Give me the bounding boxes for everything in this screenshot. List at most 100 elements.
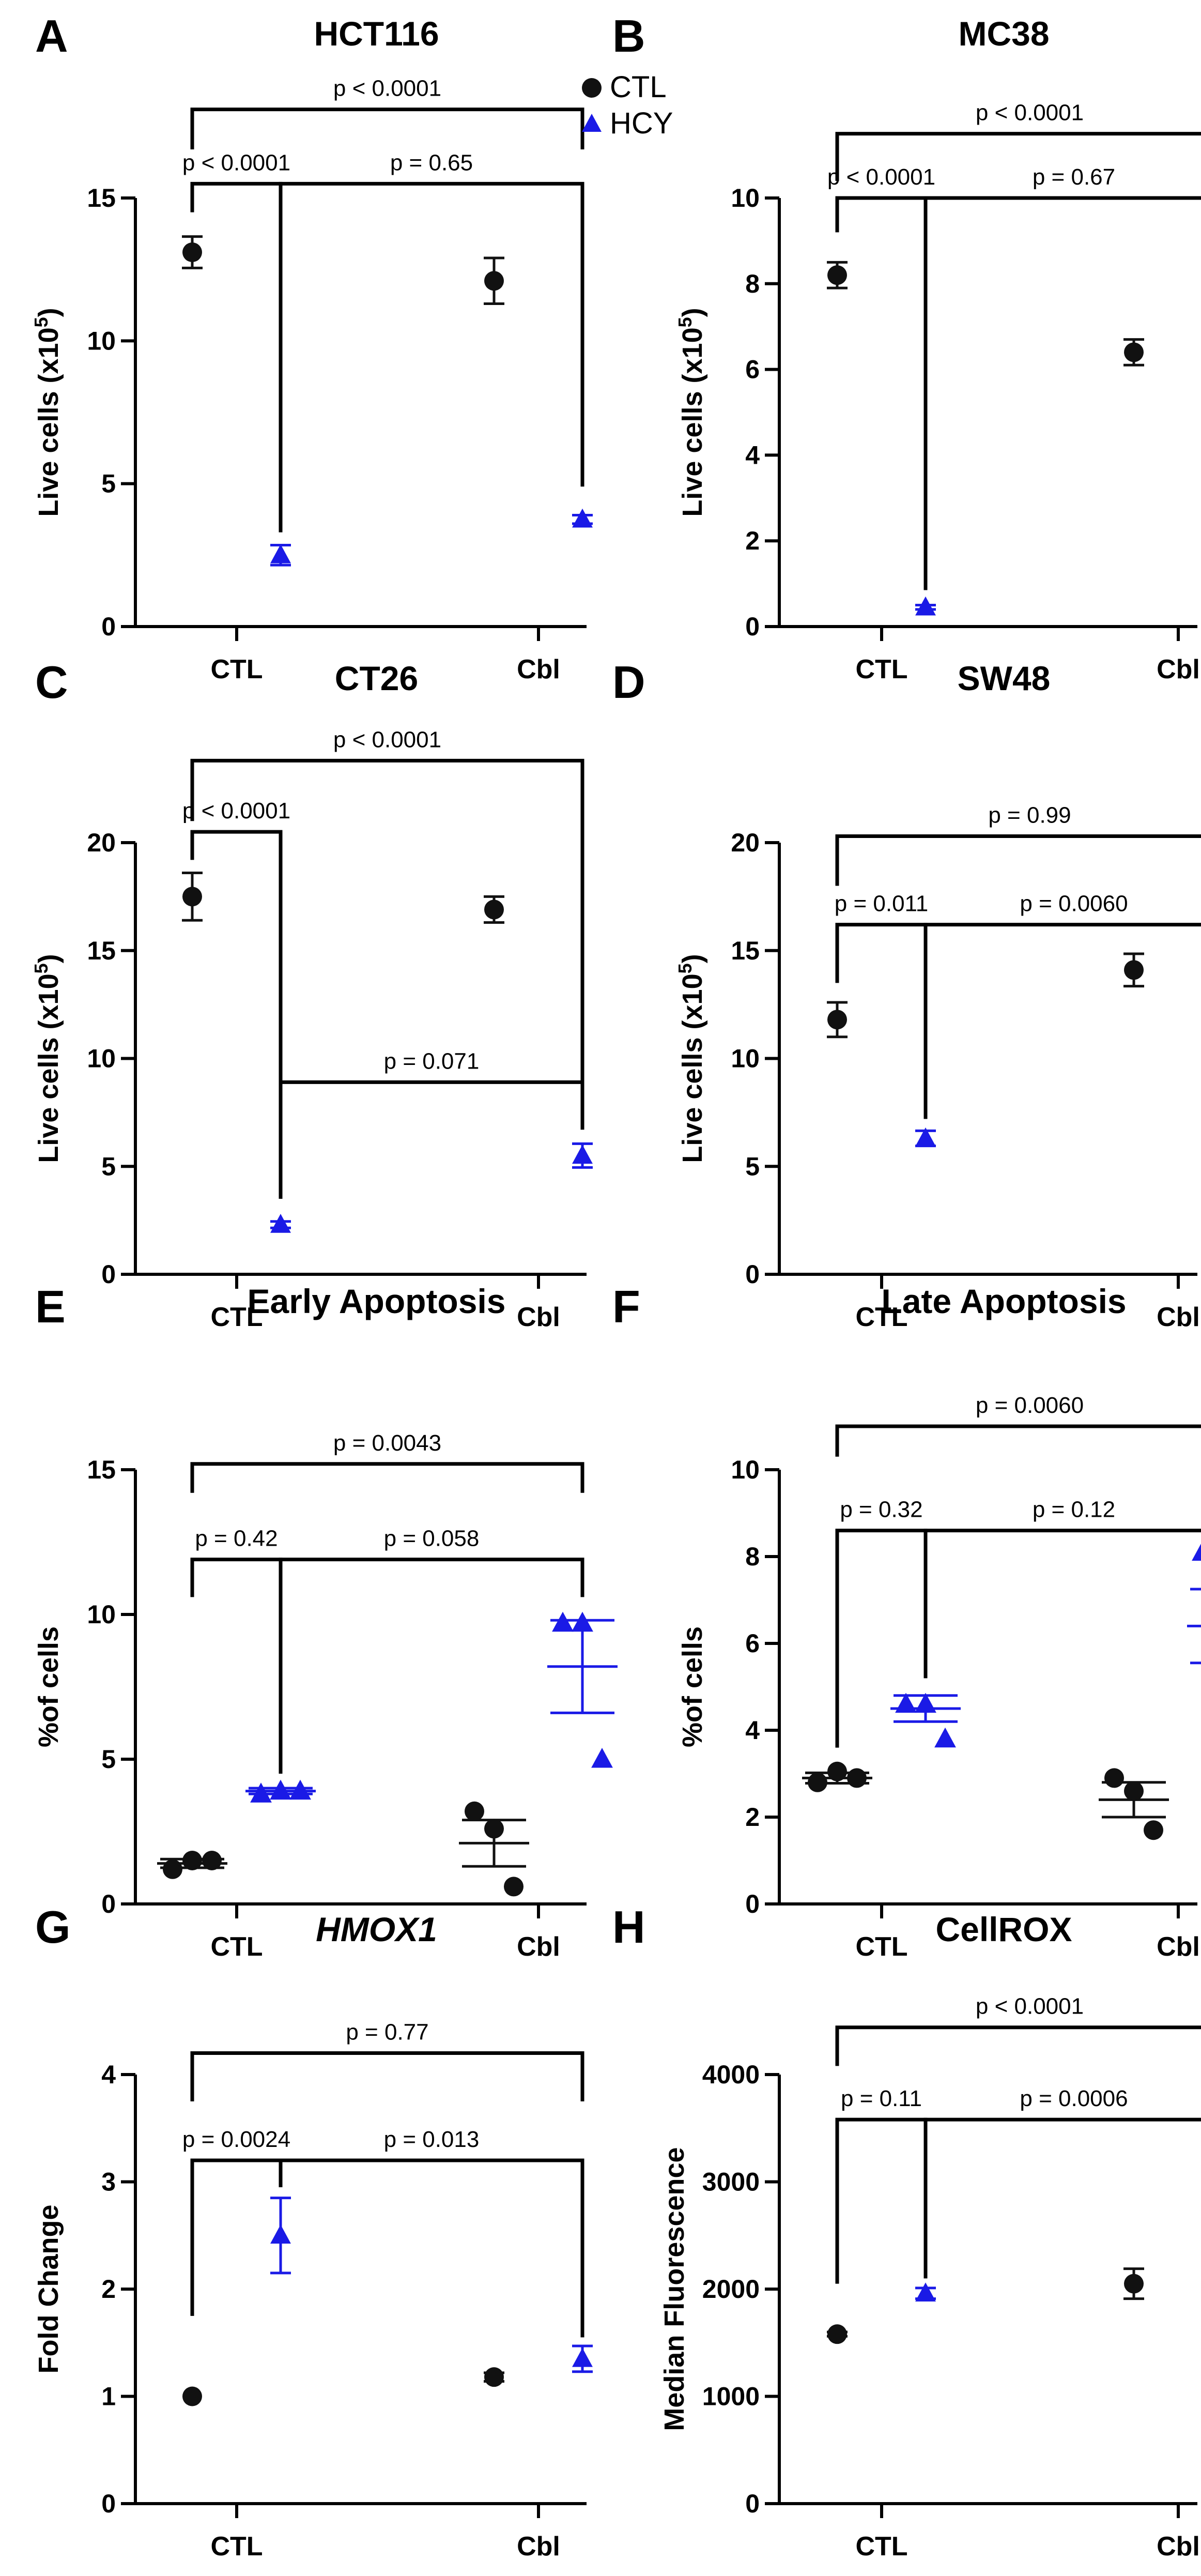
significance-bracket [190, 181, 283, 532]
p-value-label: p < 0.0001 [976, 100, 1084, 126]
x-category-label: Cbl [517, 1302, 560, 1332]
y-axis-label: Live cells (x105) [30, 308, 65, 516]
x-category-label: Cbl [517, 1932, 560, 1962]
data-point [270, 2224, 291, 2244]
panel-letter: E [35, 1281, 66, 1332]
panel-F: F Late Apoptosis 0 2 4 6 8 10 %of cells CTL Cbl p =… [612, 1281, 1201, 1962]
significance-bracket [835, 1424, 1201, 1457]
y-axis-label-text: Live cells (x10 [677, 327, 708, 516]
chart-title: Late Apoptosis [881, 1282, 1126, 1320]
replicate-point [1192, 1544, 1201, 1561]
x-category-label: CTL [210, 2532, 263, 2562]
significance-bracket [835, 132, 1201, 181]
replicate-point [1104, 1768, 1124, 1788]
data-point [1124, 960, 1144, 980]
significance-bracket [190, 1462, 584, 1493]
y-axis-label: %of cells [33, 1626, 64, 1747]
significance-bracket [835, 196, 928, 590]
y-tick-label: 0 [101, 1889, 116, 1918]
y-tick-label: 20 [87, 828, 116, 857]
y-tick-label: 8 [745, 1542, 760, 1571]
p-value-label: p < 0.0001 [182, 150, 290, 175]
data-point [1124, 342, 1144, 362]
p-value-label: p = 0.013 [384, 2127, 480, 2152]
significance-bracket [923, 923, 1201, 1119]
replicate-point [895, 1693, 917, 1713]
p-value-label: p = 0.071 [384, 1048, 480, 1074]
y-tick-label: 10 [731, 184, 760, 212]
significance-bracket [923, 2117, 1201, 2279]
chart-title: HMOX1 [316, 1910, 437, 1948]
chart-title: Early Apoptosis [248, 1282, 506, 1320]
data-point [827, 1010, 847, 1030]
y-tick-label: 4 [745, 1716, 760, 1745]
p-value-label: p = 0.65 [390, 150, 473, 175]
data-point [915, 1127, 936, 1147]
y-tick-label: 15 [87, 184, 116, 212]
p-value-label: p = 0.011 [835, 891, 928, 917]
panel-letter: H [612, 1901, 645, 1953]
data-point [572, 1145, 593, 1164]
y-axis-label-superscript: 5 [674, 963, 696, 973]
significance-bracket [190, 2158, 283, 2316]
y-axis-label-text: Fold Change [33, 2205, 64, 2374]
y-tick-label: 10 [87, 326, 116, 355]
panel-letter: F [612, 1281, 640, 1332]
y-tick-label: 2 [745, 526, 760, 555]
data-point [827, 265, 847, 285]
significance-bracket [190, 108, 584, 150]
y-tick-label: 0 [745, 612, 760, 641]
replicate-point [202, 1851, 222, 1870]
y-tick-label: 2 [101, 2275, 116, 2304]
data-point [827, 2324, 847, 2344]
panel-letter: B [612, 10, 645, 62]
y-axis-label-text: Live cells (x10 [677, 973, 708, 1163]
chart-title: MC38 [958, 14, 1049, 53]
p-value-label: p = 0.0006 [1020, 2086, 1128, 2111]
significance-bracket [190, 758, 584, 1102]
x-category-label: CTL [210, 1302, 263, 1332]
y-tick-label: 0 [745, 1260, 760, 1289]
y-tick-label: 4 [745, 440, 760, 469]
y-axis-label: Live cells (x105) [30, 954, 65, 1163]
replicate-point [250, 1782, 272, 1803]
y-axis-label-end: ) [677, 954, 708, 963]
y-tick-label: 2 [745, 1803, 760, 1832]
y-tick-label: 10 [87, 1600, 116, 1629]
panel-letter: D [612, 657, 645, 708]
significance-bracket [923, 1529, 1201, 1679]
chart-title: CellROX [935, 1910, 1072, 1948]
y-axis-label-end: ) [677, 308, 708, 317]
y-tick-label: 5 [101, 469, 116, 498]
replicate-point [1144, 1820, 1163, 1840]
data-point [1124, 2274, 1144, 2294]
significance-bracket [835, 2025, 1201, 2066]
y-tick-label: 0 [101, 2489, 116, 2518]
x-category-label: CTL [210, 1932, 263, 1962]
y-axis-label-text: Live cells (x10 [33, 973, 64, 1163]
p-value-label: p = 0.42 [195, 1526, 278, 1551]
x-category-label: CTL [855, 2532, 907, 2562]
chart-title: SW48 [958, 659, 1051, 697]
x-category-label: CTL [210, 654, 263, 684]
p-value-label: p = 0.12 [1033, 1497, 1115, 1522]
data-point [484, 2367, 504, 2387]
p-value-label: p = 0.77 [346, 2020, 428, 2045]
significance-bracket [279, 2158, 584, 2338]
y-tick-label: 3000 [702, 2168, 760, 2197]
p-value-label: p < 0.0001 [976, 1994, 1084, 2019]
replicate-point [1124, 1781, 1144, 1801]
p-value-label: p = 0.0043 [333, 1430, 441, 1456]
x-category-label: CTL [855, 1932, 907, 1962]
chart-title: HCT116 [314, 14, 439, 53]
data-point [182, 2386, 202, 2406]
y-tick-label: 4000 [702, 2060, 760, 2089]
y-tick-label: 3 [101, 2168, 116, 2197]
y-axis-label-superscript: 5 [30, 963, 52, 973]
replicate-point [915, 1693, 936, 1713]
y-tick-label: 6 [745, 1629, 760, 1658]
y-axis-label-end: ) [33, 308, 64, 317]
data-point [484, 271, 504, 291]
significance-bracket [835, 1529, 928, 1748]
